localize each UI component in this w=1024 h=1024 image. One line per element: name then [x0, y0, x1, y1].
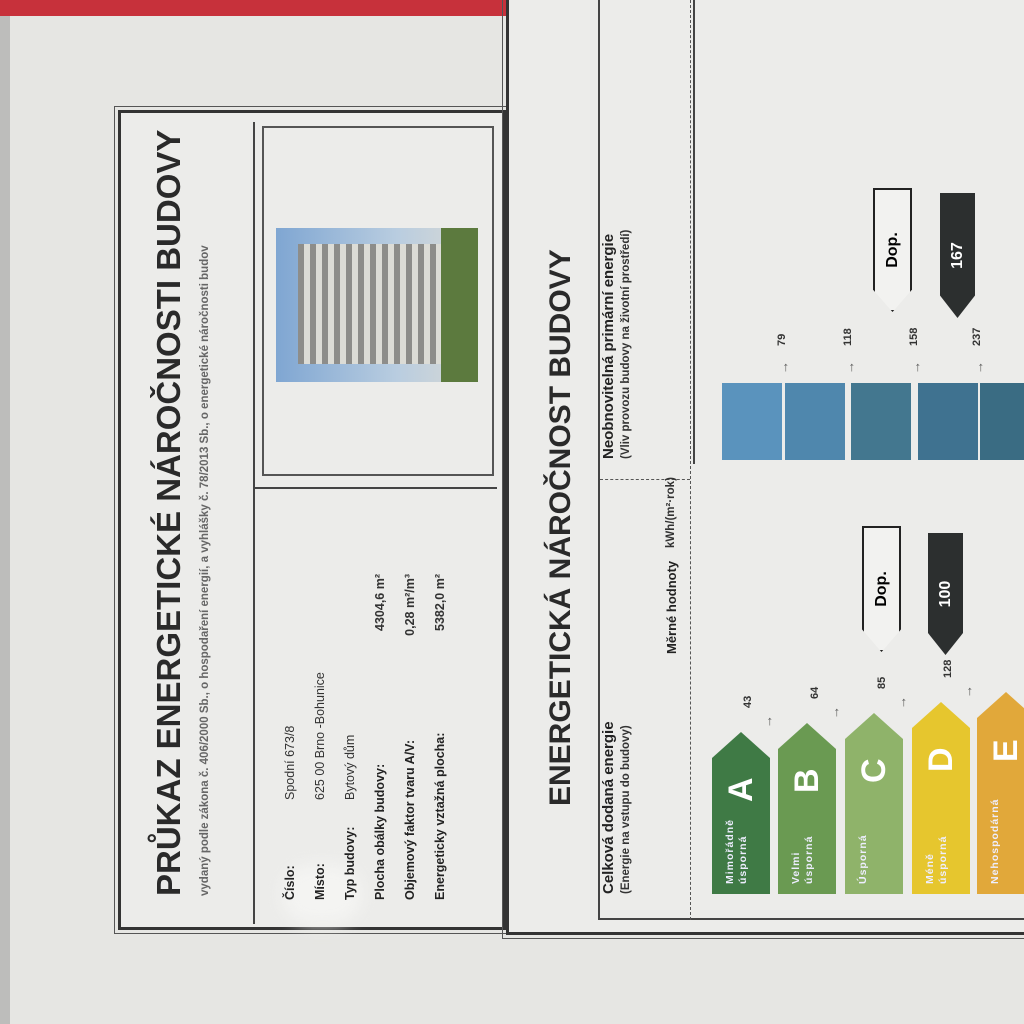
divider — [598, 918, 1024, 920]
primary-reference-tag: Dop. — [873, 188, 912, 312]
threshold-value: 237 — [971, 327, 983, 346]
threshold-value: 118 — [842, 328, 854, 346]
primary-value-tag: 167 — [940, 193, 975, 318]
energy-class-a: Mimořádně úsporná A — [712, 732, 770, 894]
divider — [690, 0, 691, 920]
building-value: 4304,6 m² — [373, 574, 387, 631]
energy-class-d: Méně úsporná D — [912, 702, 970, 894]
energy-class-name: Méně úsporná — [924, 835, 949, 884]
energy-class-letter: C — [855, 758, 893, 783]
building-label: Energeticky vztažná plocha: — [433, 732, 447, 900]
threshold-arrow-icon: → — [776, 361, 791, 374]
units-label: Měrné hodnoty — [664, 560, 679, 654]
building-shape — [298, 244, 458, 364]
energy-class-name: Nehospodárná — [989, 798, 1001, 884]
building-value: Spodní 673/8 — [283, 725, 297, 800]
reference-label: Dop. — [872, 571, 890, 607]
certificate-title: PRŮKAZ ENERGETICKÉ NÁROČNOSTI BUDOVY — [150, 129, 187, 896]
threshold-arrow-icon: → — [971, 361, 986, 374]
divider — [253, 122, 255, 924]
primary-energy-value: 167 — [948, 242, 966, 269]
threshold-arrow-icon: → — [894, 696, 909, 709]
threshold-value: 85 — [876, 676, 888, 689]
energy-class-name: Úsporná — [857, 834, 869, 884]
energy-class-name: Mimořádně úsporná — [724, 818, 749, 884]
energy-class-letter: D — [922, 747, 960, 772]
energy-class-letter: A — [722, 777, 760, 802]
divider — [255, 487, 497, 489]
delivered-energy-title: Celková dodaná energie — [600, 721, 617, 894]
threshold-arrow-icon: → — [842, 361, 857, 374]
threshold-arrow-icon: → — [908, 361, 923, 374]
paper-edge — [0, 0, 10, 1024]
energy-class-e: Nehospodárná E — [977, 692, 1024, 894]
divider — [693, 0, 695, 464]
primary-energy-bar — [980, 383, 1024, 460]
rating-heading: ENERGETICKÁ NÁROČNOST BUDOVY — [544, 249, 577, 806]
primary-energy-bar — [785, 383, 845, 460]
building-label: Číslo: — [283, 865, 297, 900]
energy-class-letter: E — [987, 739, 1024, 762]
ground-shape — [441, 228, 478, 382]
building-label: Místo: — [313, 863, 327, 900]
threshold-value: 43 — [742, 695, 754, 708]
threshold-value: 158 — [908, 327, 920, 346]
delivered-energy-value: 100 — [936, 580, 954, 608]
energy-class-b: Velmi úsporná B — [778, 723, 836, 894]
delivered-value-tag: 100 — [928, 533, 963, 655]
delivered-energy-subtitle: (Energie na vstupu do budovy) — [620, 725, 632, 894]
energy-class-c: Úsporná C — [845, 713, 903, 894]
building-label: Typ budovy: — [343, 826, 357, 900]
units: kWh/(m²·rok) — [665, 477, 677, 548]
energy-class-name: Velmi úsporná — [790, 835, 815, 884]
energy-class-letter: B — [788, 768, 826, 793]
building-value: 0,28 m²/m³ — [403, 574, 417, 636]
building-photo — [276, 228, 478, 382]
building-label: Objemový faktor tvaru A/V: — [403, 740, 417, 900]
certificate-subtitle: vydaný podle zákona č. 406/2000 Sb., o h… — [199, 245, 211, 896]
primary-energy-title: Neobnovitelná primární energie — [600, 233, 617, 459]
threshold-arrow-icon: → — [827, 706, 842, 719]
threshold-value: 79 — [776, 333, 788, 346]
building-value: 5382,0 m² — [433, 574, 447, 631]
threshold-value: 64 — [809, 686, 821, 699]
reference-label: Dop. — [883, 232, 901, 268]
primary-energy-subtitle: (Vliv provozu budovy na životní prostřed… — [620, 229, 632, 459]
building-label: Plocha obálky budovy: — [373, 763, 387, 900]
threshold-value: 128 — [942, 659, 954, 678]
building-value: 625 00 Brno -Bohunice — [313, 672, 327, 800]
building-value: Bytový dům — [343, 734, 357, 800]
delivered-reference-tag: Dop. — [862, 526, 901, 652]
threshold-arrow-icon: → — [760, 715, 775, 728]
threshold-arrow-icon: → — [960, 685, 975, 698]
primary-energy-bar — [918, 383, 978, 460]
primary-energy-bar — [851, 383, 911, 460]
primary-energy-bar — [722, 383, 782, 460]
